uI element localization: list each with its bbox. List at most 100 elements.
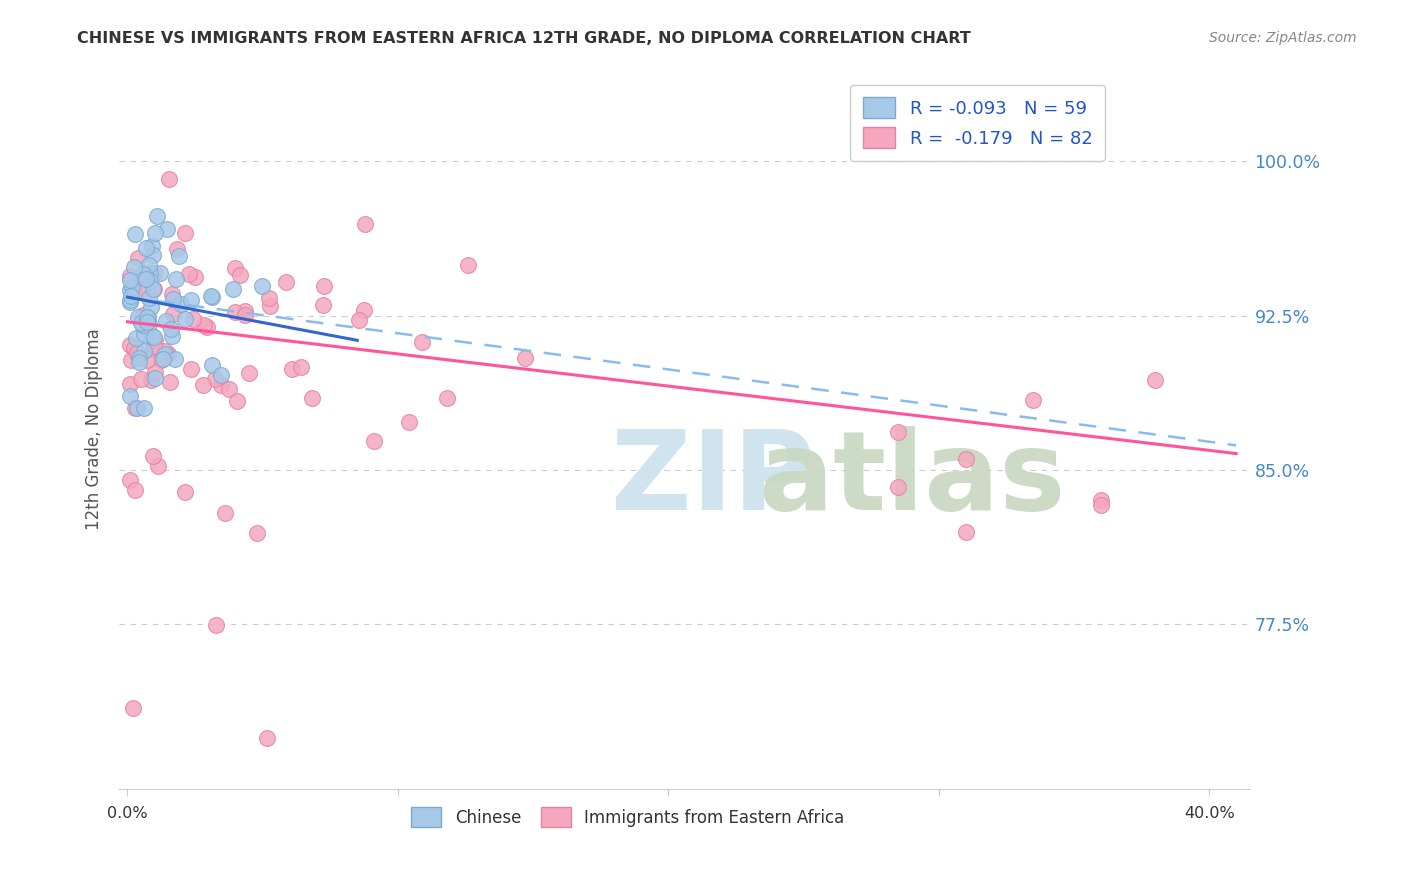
Point [141,239,163,253]
Point [165,272,187,286]
Point [179,267,201,281]
Point [226,393,249,408]
Point [211,378,233,392]
Point [887,425,910,440]
Point [195,320,218,334]
Point [457,258,479,272]
Point [274,275,297,289]
Point [181,312,204,326]
Point [149,266,172,280]
Point [149,353,172,368]
Point [122,341,145,355]
Point [135,310,157,324]
Text: 40.0%: 40.0% [1184,805,1234,821]
Point [955,452,977,467]
Point [120,473,142,487]
Point [142,342,165,356]
Point [1090,493,1112,508]
Point [180,293,202,307]
Point [218,382,240,396]
Point [142,283,165,297]
Point [436,391,458,405]
Point [143,226,166,240]
Point [347,313,370,327]
Point [143,339,166,353]
Point [139,300,162,314]
Point [120,283,142,297]
Point [1090,498,1112,512]
Point [353,217,375,231]
Point [156,347,179,361]
Point [281,362,304,376]
Point [250,278,273,293]
Point [127,251,149,265]
Point [222,281,245,295]
Point [120,338,142,352]
Point [152,351,174,366]
Point [204,372,226,386]
Text: ZIP: ZIP [612,425,814,533]
Point [129,316,152,330]
Point [136,310,159,324]
Point [173,312,195,326]
Point [138,291,160,305]
Point [160,287,183,301]
Point [174,226,197,240]
Point [146,209,169,223]
Point [134,344,156,359]
Point [138,266,160,280]
Point [120,352,142,367]
Point [136,315,159,329]
Point [155,314,177,328]
Point [146,458,169,473]
Text: 0.0%: 0.0% [107,805,148,821]
Point [200,288,222,302]
Point [132,318,155,332]
Point [122,701,145,715]
Point [162,292,184,306]
Point [120,273,142,287]
Point [136,352,159,367]
Point [193,318,215,332]
Point [159,375,181,389]
Text: Source: ZipAtlas.com: Source: ZipAtlas.com [1209,31,1357,45]
Point [312,279,335,293]
Point [233,308,256,322]
Point [128,351,150,365]
Point [166,242,188,256]
Point [353,303,375,318]
Point [201,359,224,373]
Point [131,284,153,298]
Point [125,401,148,416]
Point [1144,373,1167,387]
Point [167,249,190,263]
Point [153,351,176,365]
Point [143,366,166,380]
Point [224,305,246,319]
Point [120,268,142,283]
Point [135,241,157,255]
Point [398,415,420,429]
Point [238,366,260,380]
Point [143,266,166,280]
Point [205,617,228,632]
Point [127,310,149,324]
Point [887,480,910,494]
Point [127,346,149,360]
Point [301,391,323,405]
Point [131,268,153,282]
Point [184,270,207,285]
Point [224,261,246,276]
Point [124,483,146,497]
Point [256,731,278,745]
Point [120,289,142,303]
Point [141,329,163,343]
Point [160,329,183,343]
Point [132,326,155,341]
Point [214,506,236,520]
Point [120,389,142,403]
Point [246,525,269,540]
Point [128,355,150,369]
Point [143,370,166,384]
Text: atlas: atlas [758,425,1066,533]
